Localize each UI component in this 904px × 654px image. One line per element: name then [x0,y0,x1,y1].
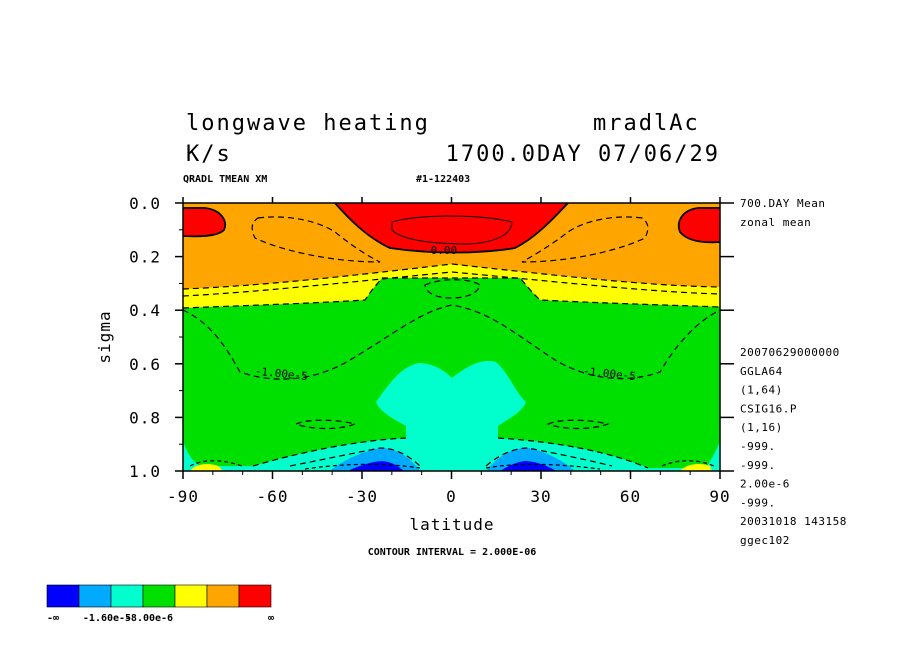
contour-corner-right [661,460,715,467]
title-left: longwave heating [186,111,430,136]
contour-zero-center [334,203,569,254]
y-tick-label-3: 0.6 [129,355,161,374]
region-cyan-bottom [183,438,720,471]
colorbar-label-1: -1.60e-5 [83,613,131,624]
contour-label-1: -1.00e-5 [254,365,308,383]
contour-low-5 [304,463,601,470]
x-tick-label-6: 90 [709,487,730,506]
colorbar-swatch-2 [110,584,144,608]
info-line-5: -999. [740,440,776,453]
colorbar-swatch-6 [238,584,272,608]
contour-yellow-green [183,277,720,309]
x-axis-title: latitude [409,515,494,534]
colorbar-label-2: -8.00e-6 [125,613,173,624]
colorbar-swatch-3 [142,584,176,608]
region-yellow-bottom-right [680,463,712,471]
title-right: mradlAc [593,111,700,136]
region-yellow-bottom-left [190,463,222,471]
region-red-top-center [335,203,568,253]
info-line-3: CSIG16.P [740,402,797,415]
y-axis-title: sigma [95,310,114,363]
contour-interval-label: CONTOUR INTERVAL = 2.000E-06 [368,547,537,558]
info-line-6: -999. [740,459,776,472]
contour-lines [183,203,720,470]
contour-zero-left [183,207,227,238]
contour-label-2: -1.00e-5 [582,365,636,383]
info-line-4: (1,16) [740,421,783,434]
time-label: 1700.0DAY 07/06/29 [446,142,720,167]
info-line-9: 20031018 143158 [740,515,847,528]
contour-field: 0.00 -1.00e-5 -1.00e-5 [183,203,720,471]
region-darkblue-bottom-right [500,461,556,471]
contour-label-0: 0.00 [431,244,458,257]
colorbar-swatch-0 [46,584,80,608]
x-tick-label-2: -30 [346,487,378,506]
region-darkblue-bottom-left [348,461,404,471]
contour-zero-right [677,207,720,244]
contour-upper-right [519,216,649,263]
right-info-panel: 700.DAY Mean zonal mean 20070629000000 GGLA… [740,197,847,547]
contour-label-layer: 0.00 -1.00e-5 -1.00e-5 [254,244,636,383]
contour-low-4 [485,447,613,467]
y-tick-label-1: 0.2 [129,248,161,267]
axis-layer: -90 -60 -30 0 30 60 90 0.0 0.2 0.4 0.6 0.8 1.0 [129,194,734,506]
contour-left-lens [294,419,357,430]
info-top-0: 700.DAY Mean [740,197,825,210]
info-line-1: GGLA64 [740,365,783,378]
contour-right-lens [546,419,611,430]
colorbar: -∞ -1.60e-5-8.00e-6 ∞ [46,584,274,624]
colorbar-swatch-4 [174,584,208,608]
y-tick-label-0: 0.0 [129,194,161,213]
x-tick-label-3: 0 [446,487,457,506]
info-line-2: (1,64) [740,384,783,397]
colorbar-swatch-5 [206,584,240,608]
y-tick-label-5: 1.0 [129,462,161,481]
contour-small-oval [424,279,481,299]
info-top-1: zonal mean [740,216,811,229]
y-tick-label-4: 0.8 [129,408,161,427]
x-tick-label-1: -60 [257,487,289,506]
contour-low-3 [289,447,421,467]
contour-upper-left [251,216,381,263]
colorbar-swatch-1 [78,584,112,608]
colorbar-label-3: ∞ [268,613,274,624]
contour-mid-main [183,304,720,380]
colorbar-label-0: -∞ [47,613,59,624]
subtitle-center: #1-122403 [416,174,470,185]
y-tick-label-2: 0.4 [129,301,161,320]
x-tick-label-0: -90 [167,487,199,506]
info-line-8: -999. [740,496,776,509]
contour-low-2 [497,437,649,469]
info-line-0: 20070629000000 [740,346,840,359]
region-red-top-left [183,208,226,237]
info-line-10: ggec102 [740,534,790,547]
contour-orange-yellow [183,263,720,290]
contour-inner-top [391,215,513,245]
x-tick-label-5: 60 [620,487,641,506]
region-red-top-right [678,208,720,243]
contour-yellow-mid [183,271,720,297]
subtitle-left: QRADL TMEAN XM [183,174,267,185]
x-tick-label-4: 30 [530,487,551,506]
region-cyan-middle [376,360,526,458]
info-line-7: 2.00e-6 [740,478,790,491]
units-label: K/s [186,142,232,167]
